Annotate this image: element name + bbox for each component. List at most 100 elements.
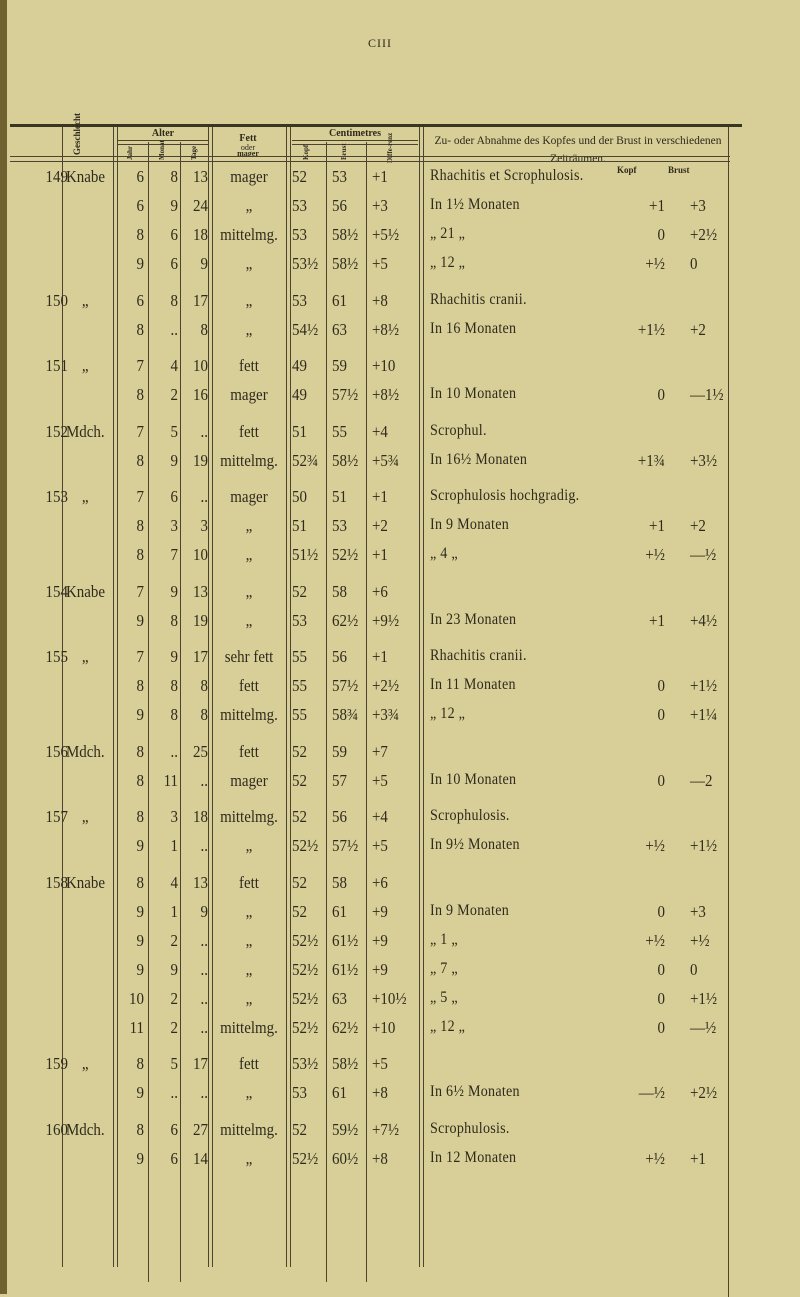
cell-nb: +4½ xyxy=(689,610,718,630)
cell-fett: „ xyxy=(245,610,253,630)
cell-nb: +2 xyxy=(689,319,706,339)
cell-fett: „ xyxy=(245,930,253,950)
cell-note: Rhachitis et Scrophulosis. xyxy=(429,167,584,184)
cell-fett: mittelmg. xyxy=(220,1017,278,1037)
cell-fett: mittelmg. xyxy=(220,807,278,826)
cell-nk: +1½ xyxy=(637,319,665,339)
cell-j: 8 xyxy=(136,545,144,564)
cell-m: 9 xyxy=(170,647,178,666)
cell-diff: +6 xyxy=(371,872,388,892)
table-row: 9.... „ 53 61 +8 In 6½ Monaten —½ +2½ xyxy=(0,1083,717,1112)
table-row: 10 2.. „ 52½ 63 +10½ „ 5 „ 0 +1½ xyxy=(0,989,717,1018)
cell-sex: „ xyxy=(81,647,89,666)
cell-fett: fett xyxy=(239,741,259,761)
table-row: 9 8 8 mittelmg. 55 58¾ +3¾ „ 12 „ 0 +1¼ xyxy=(0,705,717,734)
cell-j: 8 xyxy=(136,1054,144,1073)
cell-j: 9 xyxy=(136,930,144,950)
cell-nb: +1¼ xyxy=(689,705,718,724)
cell-m: 6 xyxy=(170,254,178,273)
cell-kopf: 51½ xyxy=(291,545,319,564)
cell-fett: sehr fett xyxy=(224,647,274,666)
table-row: 160 Mdch. 8 6 27 mittelmg. 52 59½ +7½ Scrophulosi… xyxy=(0,1120,651,1149)
cell-nb: +3½ xyxy=(689,450,718,470)
cell-sex: Knabe xyxy=(66,167,106,186)
table-row: 9 6 14 „ 52½ 60½ +8 In 12 Monaten +½ +1 xyxy=(0,1149,705,1178)
cell-diff: +4 xyxy=(371,421,388,441)
cell-brust: 63 xyxy=(331,319,347,339)
cell-j: 8 xyxy=(136,741,144,761)
cell-j: 9 xyxy=(136,959,144,979)
cell-m: .. xyxy=(170,741,178,761)
cell-note: Scrophul. xyxy=(429,421,487,439)
cell-fett: mittelmg. xyxy=(220,1119,278,1139)
cell-diff: +1 xyxy=(371,545,388,564)
cell-nb: +2½ xyxy=(689,225,718,244)
cell-note: Scrophulosis hochgradig. xyxy=(429,487,580,504)
table-row: 6 9 24 „ 53 56 +3 In 1½ Monaten +1 +3 xyxy=(0,196,705,225)
page-number: CIII xyxy=(368,36,392,50)
cell-m: 8 xyxy=(170,290,178,310)
header-fett: Fett xyxy=(239,133,257,144)
cell-brust: 59 xyxy=(331,741,347,761)
cell-brust: 58¾ xyxy=(331,705,359,724)
column-rule xyxy=(208,127,213,1267)
cell-num: 156 xyxy=(45,741,68,761)
cell-m: .. xyxy=(170,1083,178,1102)
table-row: 157 „ 8 3 18 mittelmg. 52 56 +4 Scrophulosis. xyxy=(0,807,651,836)
cell-note: „ 7 „ xyxy=(429,959,458,977)
cell-note: Scrophulosis. xyxy=(429,807,510,824)
cell-sex: „ xyxy=(81,290,89,310)
subheader-brust: Brust xyxy=(668,165,690,175)
cell-m: 8 xyxy=(170,705,178,724)
cell-m: 6 xyxy=(170,225,178,244)
table-row: 150 „ 6 8 17 „ 53 61 +8 Rhachitis cranii. xyxy=(0,291,651,320)
cell-t: .. xyxy=(200,487,208,506)
cell-diff: +7 xyxy=(371,741,388,761)
cell-kopf: 54½ xyxy=(291,319,319,339)
cell-fett: mittelmg. xyxy=(220,225,278,244)
cell-fett: mager xyxy=(230,385,268,404)
cell-fett: „ xyxy=(245,254,253,273)
cell-j: 7 xyxy=(136,421,144,441)
cell-num: 155 xyxy=(45,647,68,666)
table-row: 8 6 18 mittelmg. 53 58½ +5½ „ 21 „ 0 +2½ xyxy=(0,225,717,254)
table-row: 9 1.. „ 52½ 57½ +5 In 9½ Monaten +½ +1½ xyxy=(0,836,717,865)
cell-m: 1 xyxy=(170,836,178,855)
cell-kopf: 52 xyxy=(291,741,307,761)
cell-nk: +1¾ xyxy=(637,450,665,470)
cell-m: 8 xyxy=(170,676,178,695)
cell-m: 6 xyxy=(170,487,178,506)
cell-diff: +2½ xyxy=(371,676,400,695)
table-row: 9 8 19 „ 53 62½ +9½ In 23 Monaten +1 +4½ xyxy=(0,610,717,640)
cell-fett: fett xyxy=(239,676,259,695)
cell-nk: 0 xyxy=(657,705,665,724)
cell-nb: 0 xyxy=(689,254,698,273)
cell-j: 9 xyxy=(136,610,144,630)
table-row: 8 9 19 mittelmg. 52¾ 58½ +5¾ In 16½ Monaten +1¾ +… xyxy=(0,451,717,480)
cell-nk: —½ xyxy=(638,1083,665,1102)
cell-kopf: 55 xyxy=(291,676,307,695)
table-row: 149 Knabe 6 8 13 mager 52 53 +1 Rhachitis et Scro… xyxy=(0,167,651,196)
cell-j: 7 xyxy=(136,581,144,601)
cell-m: 5 xyxy=(170,1054,178,1073)
cell-note: In 23 Monaten xyxy=(429,610,517,628)
cell-m: 5 xyxy=(170,421,178,441)
cell-t: .. xyxy=(200,1083,208,1102)
cell-brust: 59½ xyxy=(331,1119,359,1139)
cell-kopf: 51 xyxy=(291,516,307,535)
cell-num: 157 xyxy=(45,807,68,826)
cell-kopf: 52½ xyxy=(291,930,319,950)
cell-m: 4 xyxy=(170,872,178,892)
cell-sex: Knabe xyxy=(66,872,106,892)
cell-nb: +2 xyxy=(689,516,706,535)
header-geschlecht: Geschlecht xyxy=(72,113,82,155)
cell-diff: +10 xyxy=(371,1017,396,1037)
alter-rule xyxy=(118,140,208,145)
cell-brust: 58½ xyxy=(331,225,359,244)
cell-note: In 11 Monaten xyxy=(429,676,516,693)
table-row: 8 3 3 „ 51 53 +2 In 9 Monaten +1 +2 xyxy=(0,516,705,545)
cell-note: „ 12 „ xyxy=(429,254,466,271)
cell-m: 1 xyxy=(170,901,178,921)
cell-t: 13 xyxy=(193,167,208,186)
column-rule xyxy=(366,142,367,1282)
